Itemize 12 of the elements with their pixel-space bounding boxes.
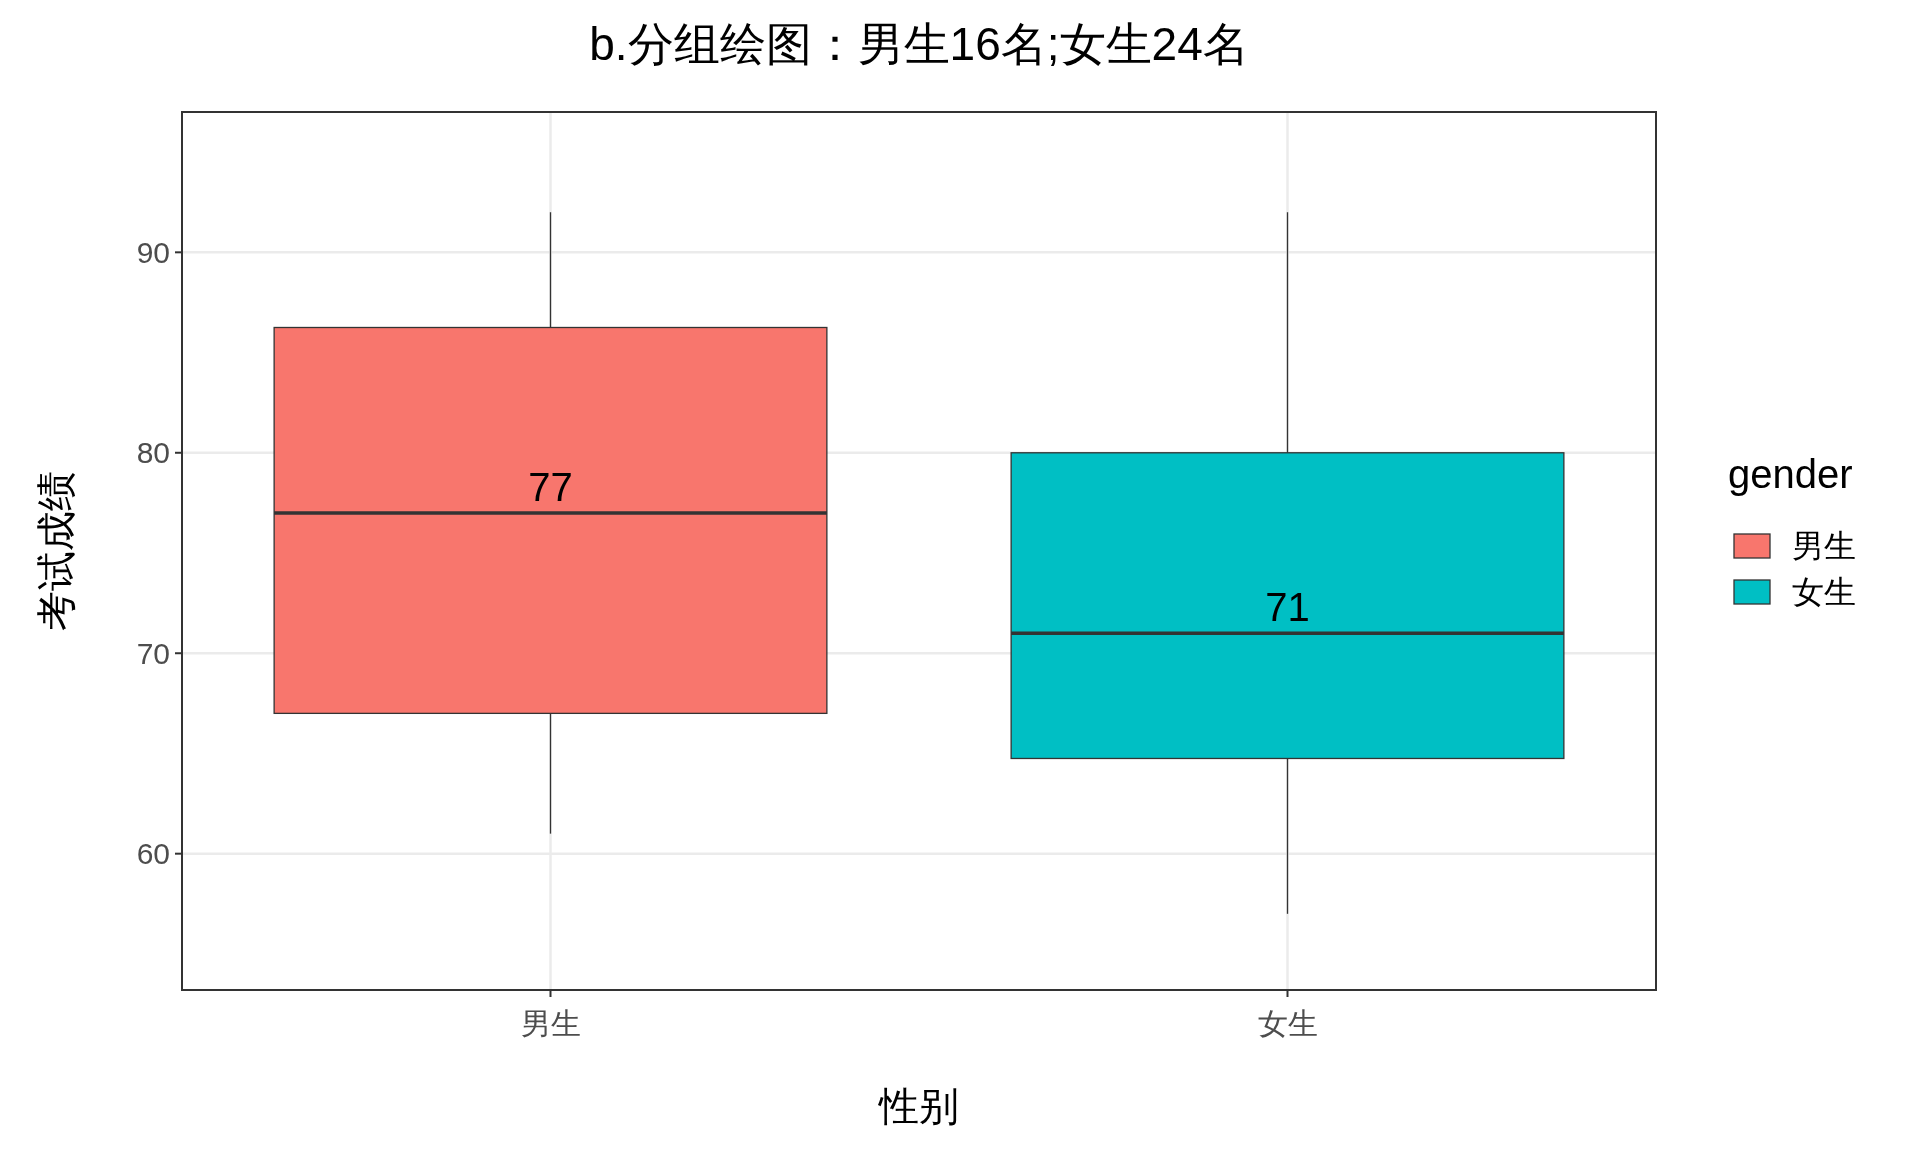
y-tick-label: 60 — [136, 837, 170, 871]
y-tick-label: 80 — [136, 436, 170, 470]
legend-title: gender — [1728, 452, 1853, 496]
annotation: 77 — [528, 464, 573, 509]
y-tick-label: 90 — [136, 235, 170, 269]
legend-label: 男生 — [1792, 528, 1856, 565]
legend-label: 女生 — [1792, 574, 1856, 611]
annotation: 71 — [1265, 585, 1310, 630]
x-axis-title: 性别 — [877, 1084, 959, 1128]
chart-title: b.分组绘图：男生16名;女生24名 — [589, 18, 1249, 70]
y-axis-title: 考试成绩 — [34, 471, 78, 631]
y-tick-label: 70 — [136, 636, 170, 670]
